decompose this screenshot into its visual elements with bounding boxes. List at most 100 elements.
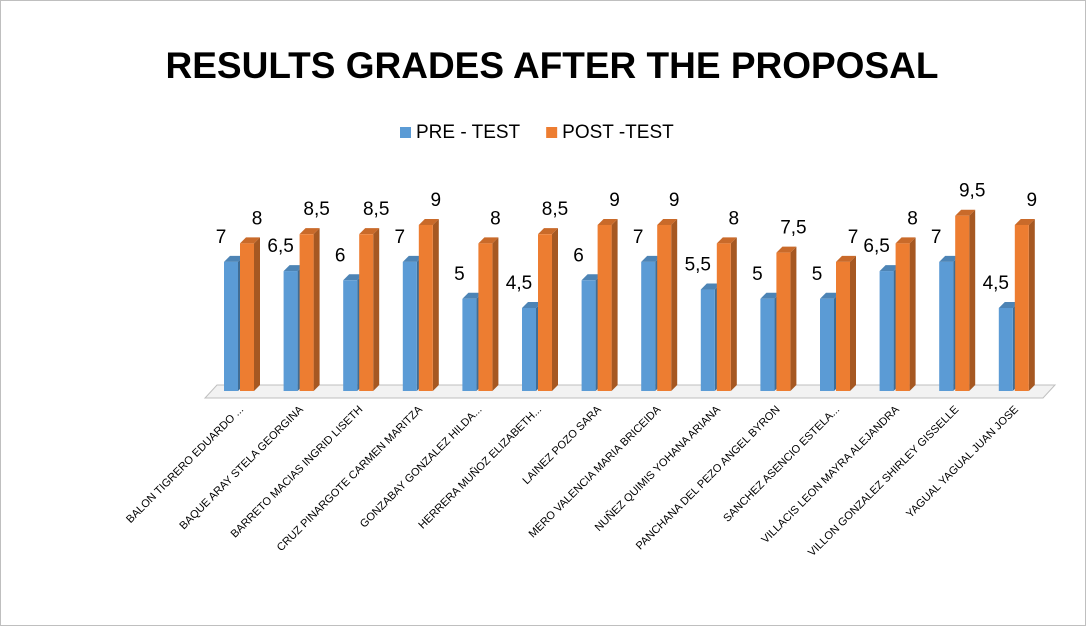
bar	[359, 234, 374, 391]
value-label: 5	[454, 264, 465, 285]
value-label: 9	[431, 190, 442, 211]
value-label: 7,5	[780, 218, 806, 239]
bar-top	[343, 274, 364, 281]
value-label: 4,5	[983, 273, 1009, 294]
bar-top	[700, 283, 721, 290]
bar-side	[254, 237, 260, 391]
bar-side	[730, 237, 737, 391]
bar	[597, 224, 612, 391]
bar	[939, 261, 954, 391]
bar-top	[299, 228, 320, 235]
value-label: 5,5	[685, 255, 711, 276]
bar-top	[820, 292, 840, 299]
bar-top	[760, 292, 781, 299]
value-label: 7	[931, 227, 942, 248]
bar	[776, 252, 791, 391]
value-label: 7	[216, 227, 227, 248]
value-label: 7	[633, 227, 644, 248]
value-label: 8,5	[303, 199, 329, 220]
bar-top	[462, 292, 483, 299]
value-label: 8,5	[542, 199, 568, 220]
bar	[955, 215, 970, 391]
bar-top	[879, 265, 900, 272]
bar	[641, 261, 656, 391]
bar	[895, 243, 910, 391]
bar	[522, 307, 536, 391]
bar	[224, 261, 238, 391]
value-label: 5	[752, 264, 763, 285]
bar	[343, 280, 358, 391]
bar-top	[641, 255, 662, 262]
bar-top	[955, 209, 976, 216]
bar-top	[283, 265, 304, 272]
value-label: 6,5	[267, 236, 293, 257]
bar	[998, 307, 1013, 391]
legend-swatch	[546, 127, 558, 138]
bar	[462, 298, 477, 391]
bar	[879, 271, 894, 391]
bar-top	[1014, 218, 1035, 225]
bar-top	[418, 218, 439, 225]
bar-side	[790, 246, 797, 391]
bar-top	[836, 255, 856, 262]
value-label: 7	[395, 227, 406, 248]
bar	[581, 280, 596, 391]
value-label: 6,5	[863, 236, 889, 257]
bar-side	[850, 255, 856, 391]
bar-top	[776, 246, 797, 253]
value-label: 8	[252, 208, 263, 229]
bar-side	[909, 237, 916, 391]
bar-top	[402, 255, 423, 262]
bar	[820, 298, 834, 391]
bar	[716, 243, 731, 391]
bar-top	[998, 301, 1019, 308]
bar-side	[373, 228, 380, 391]
bar-top	[657, 218, 678, 225]
bar-side	[969, 209, 976, 391]
value-label: 6	[573, 245, 584, 266]
bar	[478, 243, 493, 391]
floor	[203, 384, 1057, 399]
value-label: 4,5	[506, 273, 532, 294]
bar-side	[1028, 218, 1035, 391]
bar	[760, 298, 775, 391]
value-label: 6	[335, 245, 346, 266]
bar-side	[313, 228, 320, 391]
bar-side	[671, 218, 678, 391]
bar-top	[597, 218, 618, 225]
value-label: 9	[609, 190, 620, 211]
bar	[299, 234, 314, 391]
value-label: 5	[812, 264, 823, 285]
legend-label: PRE - TEST	[416, 122, 521, 143]
bar	[538, 234, 552, 391]
bar	[1014, 224, 1029, 391]
bar-top	[538, 228, 558, 235]
value-label: 7	[848, 227, 859, 248]
bar-side	[492, 237, 499, 391]
legend-label: POST -TEST	[562, 122, 674, 143]
bar-top	[939, 255, 960, 262]
bar	[283, 271, 298, 391]
bar-top	[478, 237, 499, 244]
bar-top	[359, 228, 380, 235]
bar-side	[552, 228, 558, 391]
bar-top	[240, 237, 260, 244]
bar-top	[522, 301, 542, 308]
chart-title: RESULTS GRADES AFTER THE PROPOSAL	[166, 45, 939, 86]
bar	[836, 261, 850, 391]
bar	[418, 224, 433, 391]
bar	[657, 224, 672, 391]
bar-top	[895, 237, 916, 244]
value-label: 9,5	[959, 181, 985, 202]
bar-side	[432, 218, 439, 391]
value-label: 8,5	[363, 199, 389, 220]
bar-top	[716, 237, 737, 244]
value-label: 8	[490, 208, 501, 229]
bar	[240, 243, 254, 391]
bar-side	[611, 218, 618, 391]
bar-top	[581, 274, 602, 281]
value-label: 8	[729, 208, 740, 229]
value-label: 9	[1027, 190, 1038, 211]
value-label: 8	[907, 208, 918, 229]
value-label: 9	[669, 190, 680, 211]
